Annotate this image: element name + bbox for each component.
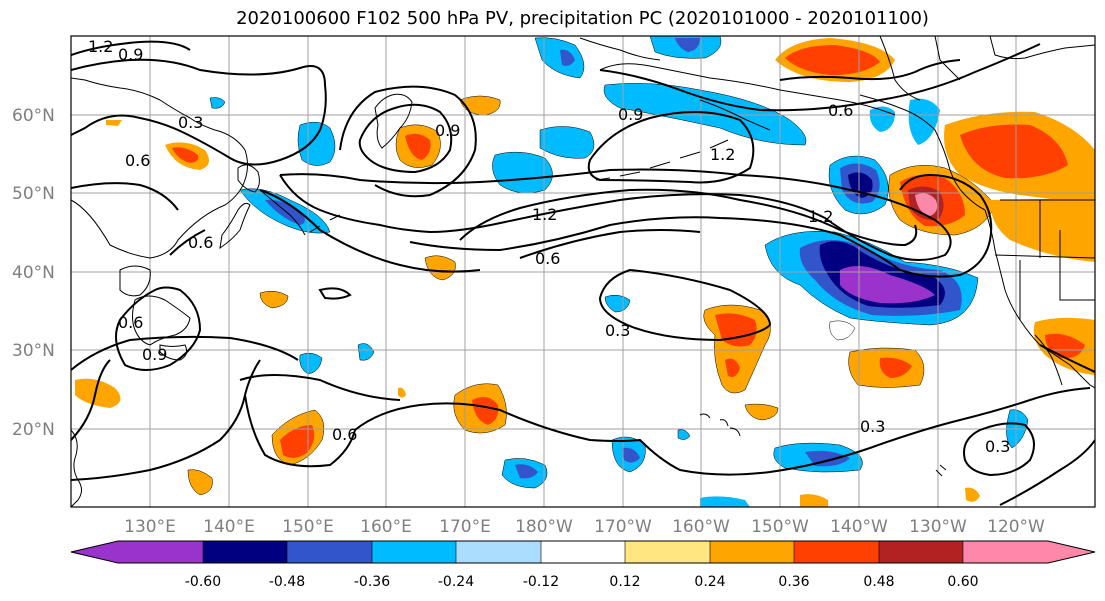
colorbar-segment xyxy=(71,541,203,563)
contour-label: 0.6 xyxy=(535,249,560,268)
contour-label: 0.6 xyxy=(332,425,357,444)
contour-label: 0.9 xyxy=(618,105,643,124)
colorbar-segment xyxy=(963,541,1095,563)
contour-labels: 1.2 0.9 0.3 0.6 0.9 0.9 1.2 0.6 1.2 0.6 … xyxy=(88,37,1010,456)
pv-contours xyxy=(71,40,1095,506)
colorbar-tick-label: -0.24 xyxy=(438,574,474,590)
lon-label: 120°W xyxy=(987,517,1045,537)
colorbar-tick-label: 0.48 xyxy=(863,574,894,590)
contour-label: 0.3 xyxy=(605,321,630,340)
lon-label: 160°E xyxy=(360,517,412,537)
latitude-labels: 60°N 50°N 40°N 30°N 20°N xyxy=(12,106,55,440)
colorbar-tick-label: 0.24 xyxy=(694,574,725,590)
contour-label: 1.2 xyxy=(808,207,833,226)
contour-label: 0.6 xyxy=(125,151,150,170)
lon-label: 140°E xyxy=(203,517,255,537)
colorbar-segment xyxy=(794,541,879,563)
contour-label: 0.6 xyxy=(188,233,213,252)
contour-label: 0.6 xyxy=(828,101,853,120)
map-title: 2020100600 F102 500 hPa PV, precipitatio… xyxy=(236,8,929,29)
colorbar-segment xyxy=(203,541,287,563)
colorbar-tick-label: -0.48 xyxy=(269,574,305,590)
lon-label: 150°W xyxy=(751,517,809,537)
contour-label: 1.2 xyxy=(532,205,557,224)
colorbar-segment xyxy=(456,541,541,563)
colorbar-tick-label: 0.36 xyxy=(778,574,809,590)
contour-label: 0.3 xyxy=(860,417,885,436)
colorbar-outline xyxy=(70,540,1096,564)
colorbar-segment xyxy=(625,541,710,563)
longitude-labels: 130°E 140°E 150°E 160°E 170°E 180°W 170°… xyxy=(124,517,1045,537)
contour-label: 0.6 xyxy=(118,313,143,332)
lon-label: 160°W xyxy=(672,517,730,537)
contour-label: 1.2 xyxy=(88,37,113,56)
colorbar-segment xyxy=(710,541,794,563)
lon-label: 180°W xyxy=(515,517,573,537)
lat-label: 40°N xyxy=(12,263,55,283)
map-frame xyxy=(70,35,1096,508)
contour-label: 1.2 xyxy=(710,145,735,164)
lat-label: 60°N xyxy=(12,106,55,126)
contour-label: 0.3 xyxy=(178,113,203,132)
lat-label: 50°N xyxy=(12,184,55,204)
contour-label: 0.9 xyxy=(142,345,167,364)
contour-label: 0.3 xyxy=(985,437,1010,456)
lat-label: 30°N xyxy=(12,341,55,361)
colorbar-tick-label: 0.60 xyxy=(947,574,978,590)
colorbar: -0.60 -0.48 -0.36 -0.24 -0.12 0.12 0.24 … xyxy=(70,540,1096,590)
colorbar-tick-label: -0.12 xyxy=(523,574,559,590)
lon-label: 130°W xyxy=(909,517,967,537)
colorbar-segment xyxy=(287,541,372,563)
contour-label: 0.9 xyxy=(435,121,460,140)
colorbar-tick-label: -0.60 xyxy=(185,574,221,590)
colorbar-tick-label: -0.36 xyxy=(354,574,390,590)
lat-label: 20°N xyxy=(12,420,55,440)
lon-label: 170°E xyxy=(439,517,491,537)
precipitation-shading xyxy=(75,36,1095,507)
lon-label: 150°E xyxy=(282,517,334,537)
colorbar-segment xyxy=(879,541,963,563)
colorbar-segment xyxy=(541,541,625,563)
map-gridlines xyxy=(71,36,1095,507)
lon-label: 170°W xyxy=(594,517,652,537)
colorbar-tick-label: 0.12 xyxy=(609,574,640,590)
lon-label: 130°E xyxy=(124,517,176,537)
lon-label: 140°W xyxy=(830,517,888,537)
contour-label: 0.9 xyxy=(118,45,143,64)
colorbar-segment xyxy=(372,541,456,563)
